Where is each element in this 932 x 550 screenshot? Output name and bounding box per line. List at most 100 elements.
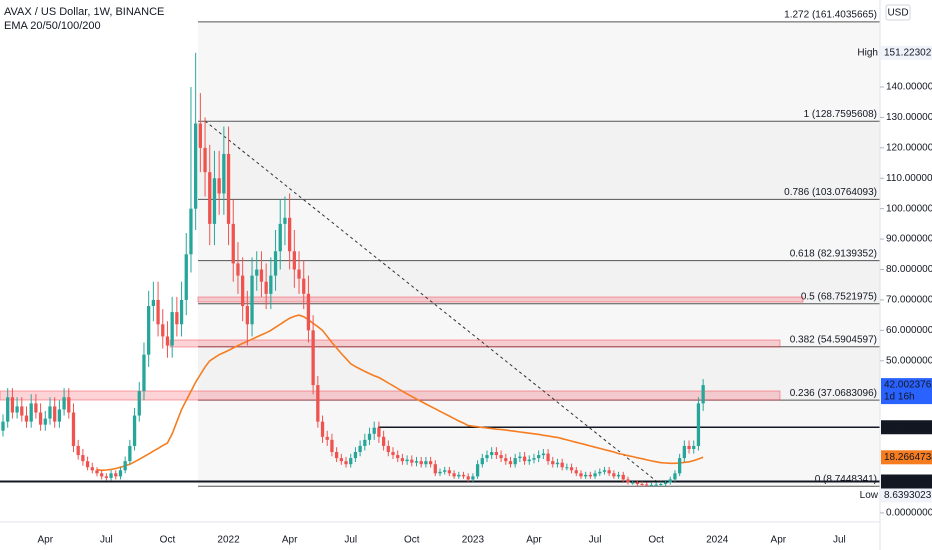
fib-zone [198,400,880,487]
x-tick-label: 2022 [217,535,240,546]
candle-body [560,462,564,468]
candle-body [471,476,475,480]
x-tick-label: Apr [282,535,298,546]
candle-body [532,458,536,460]
candle-body [584,474,588,477]
x-tick-label: 2023 [462,535,485,546]
candle-body [10,397,15,413]
time-axis [0,522,880,550]
candle-body [100,473,104,477]
candle-body [334,452,339,459]
candle-body [612,473,616,477]
candle-body [194,123,198,209]
y-tick-label: 70.0000000 [886,295,932,306]
candle-body [67,397,71,413]
candle-body [555,462,560,465]
candle-body [363,439,367,446]
candle-body [231,223,235,264]
candle-body [226,153,231,224]
candle-body [687,445,691,449]
candle-body [95,470,99,474]
background-layer: 1.272 (161.4035665) 1 (128.7595608) 0.786 … [198,10,880,487]
extreme-label: Low [860,490,879,501]
candle-body [325,436,329,440]
candle-body [663,482,668,484]
fib-zone [198,199,880,261]
x-tick-label: Jul [589,535,602,546]
fib-zone [198,21,880,122]
fib-zone [198,121,880,200]
y-tick-label: 50.0000000 [886,355,932,366]
candle-body [631,482,635,484]
candle-body [541,453,546,456]
candle-body [137,391,141,416]
candle-body [485,455,489,459]
candle-body [551,461,555,465]
candle-body [349,458,353,465]
candle-body [678,458,682,474]
candle-body [278,223,282,252]
candle-body [184,254,188,300]
ema-price-box [881,450,932,465]
candle-body [344,461,348,465]
candle-body [569,467,574,471]
candle-body [443,470,447,472]
candle-body [504,458,508,462]
candle-body [71,412,76,446]
y-tick-label: 120.0000000 [886,142,932,153]
candle-body [377,427,381,437]
candle-body [20,406,24,416]
candle-body [588,474,593,477]
fib-label: 0.236 (37.0683096) [790,388,877,399]
currency-box[interactable] [885,4,911,21]
candle-body [593,473,597,477]
indicator-label: EMA 20/50/100/200 [4,20,101,32]
drawings [0,120,804,485]
last-price: 42.0023762 [884,380,932,391]
candle-body [438,471,442,474]
candle-body [518,456,522,459]
candle-body [53,406,57,422]
candle-body [367,433,372,440]
candle-body [457,474,461,477]
candle-body [1,421,5,431]
candle-body [386,445,390,453]
candle-body [616,474,621,477]
candle-body [659,483,663,485]
candle-body [6,397,10,422]
x-tick-label: 2024 [706,535,729,546]
candle-body [692,445,696,449]
candle-body [222,153,226,194]
candle-body [165,336,170,346]
currency: USD [887,8,908,19]
candle-body [320,421,325,437]
level-price: 10.3151427 [884,476,932,487]
candle-body [414,461,419,463]
x-tick-label: Oct [160,535,176,546]
x-tick-label: Apr [38,535,54,546]
candle-body [170,312,174,346]
fib-label: 1.272 (161.4035665) [784,10,877,21]
candle-body [405,459,409,462]
candle-body [198,123,202,148]
candle-body [109,473,113,478]
fib-label: 1 (128.7595608) [804,109,877,120]
candle-body [311,330,315,386]
candle-body [461,474,466,477]
candle-body [241,275,245,307]
candle-body [203,147,207,173]
candle-body [419,461,423,465]
candle-body [15,406,19,413]
candle-body [250,275,254,325]
candle-body [118,470,123,477]
fib-label: 0.5 (68.7521975) [801,291,877,302]
candle-body [372,427,376,434]
candle-body [245,306,249,325]
y-tick-label: 60.0000000 [886,325,932,336]
candle-body [668,479,672,483]
extreme-box [881,45,932,60]
candle-body [212,178,217,224]
fib-label: 0.618 (82.9139352) [790,248,877,259]
candle-body [142,354,146,392]
